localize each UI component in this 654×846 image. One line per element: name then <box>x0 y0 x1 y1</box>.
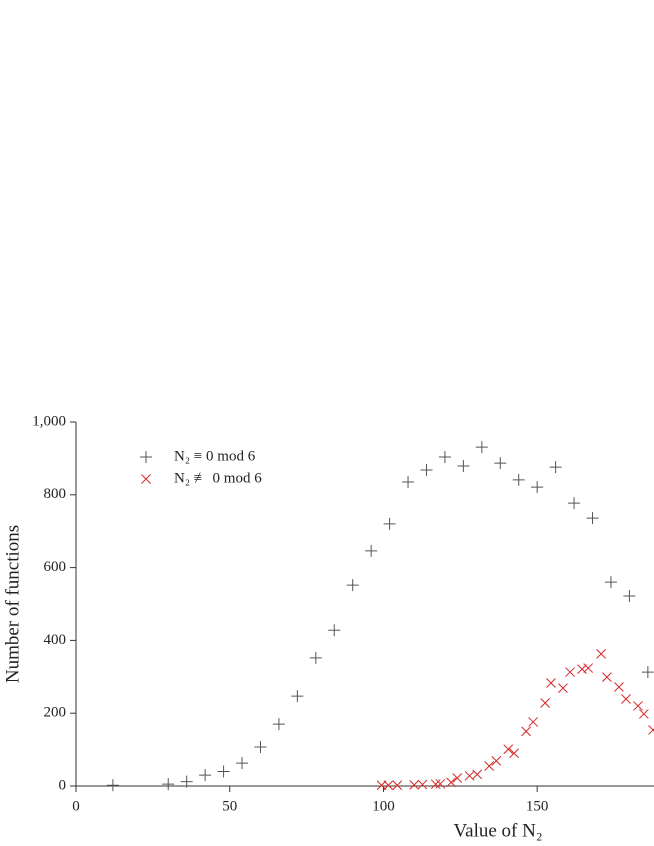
point <box>365 544 378 557</box>
x-tick-label: 150 <box>526 798 549 814</box>
point <box>633 701 643 711</box>
point <box>376 780 387 791</box>
point <box>438 450 451 463</box>
point <box>420 464 433 477</box>
point <box>392 780 403 791</box>
point <box>565 667 575 677</box>
point <box>217 765 230 778</box>
point <box>180 775 193 788</box>
point <box>528 717 539 727</box>
point <box>614 682 624 692</box>
point <box>641 666 654 679</box>
point <box>549 461 562 474</box>
point <box>472 769 483 780</box>
point <box>491 756 502 766</box>
y-tick-label: 1,000 <box>32 413 66 429</box>
point <box>409 780 420 790</box>
point <box>623 589 636 602</box>
point <box>484 761 495 771</box>
point <box>402 476 415 489</box>
point <box>602 672 612 683</box>
point <box>512 473 525 486</box>
point <box>521 726 531 737</box>
point <box>540 698 551 708</box>
point <box>430 779 441 790</box>
x-tick-label: 100 <box>372 798 395 814</box>
point <box>531 481 544 494</box>
point <box>596 649 606 659</box>
point <box>586 512 599 525</box>
point <box>106 779 119 792</box>
point <box>639 709 649 719</box>
legend-marker <box>141 474 151 484</box>
point <box>577 664 587 675</box>
point <box>621 694 631 704</box>
point <box>452 773 463 783</box>
point <box>558 683 568 693</box>
point <box>435 778 446 789</box>
point <box>546 678 556 688</box>
point <box>503 744 514 755</box>
point <box>199 769 212 782</box>
point <box>272 718 285 731</box>
y-tick-label: 600 <box>44 559 67 575</box>
y-tick-label: 200 <box>44 705 67 721</box>
y-tick-label: 400 <box>44 632 67 648</box>
point <box>417 779 428 790</box>
point <box>568 497 581 510</box>
point <box>464 770 475 781</box>
point <box>583 663 594 673</box>
point <box>648 725 654 735</box>
point <box>446 777 456 788</box>
point <box>254 741 267 754</box>
y-axis-label: Number of functions <box>2 525 23 683</box>
point <box>162 778 175 791</box>
y-tick-label: 800 <box>44 486 67 502</box>
point <box>346 579 359 592</box>
point <box>494 457 507 470</box>
x-axis-label: Value of N₂ <box>454 820 543 841</box>
point <box>475 441 488 454</box>
point <box>309 651 322 664</box>
point <box>383 517 396 530</box>
y-tick-label: 0 <box>59 777 67 793</box>
point <box>383 780 394 791</box>
x-tick-label: 0 <box>72 798 80 814</box>
legend-marker <box>140 451 152 463</box>
point <box>457 460 470 473</box>
point <box>236 757 249 770</box>
point <box>509 748 519 759</box>
point <box>291 690 304 703</box>
legend-label: N₂ ≡ 0 mod 6 <box>174 448 256 464</box>
x-tick-label: 50 <box>222 798 237 814</box>
legend-label: N₂ ≢ 0 mod 6 <box>174 470 262 486</box>
point <box>328 624 341 637</box>
point <box>604 576 617 589</box>
